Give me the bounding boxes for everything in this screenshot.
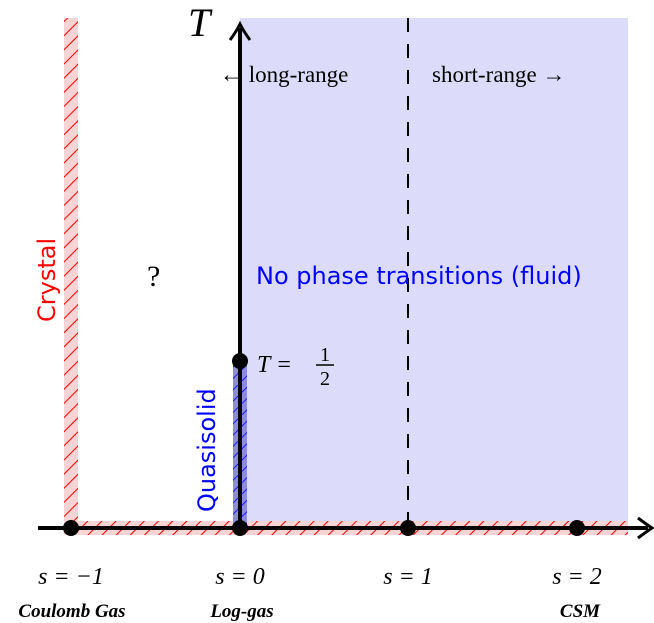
crystal-label: Crystal [33, 238, 61, 322]
tick-label-s-1: s = 1 [383, 564, 433, 590]
short-range-label: short-range → [432, 62, 566, 87]
tick-label-s-2: s = 2 [552, 564, 602, 590]
t-half-denominator: 2 [320, 368, 330, 390]
t-half-point [232, 353, 248, 369]
t-axis-label: T [188, 0, 213, 45]
tick-point-s-0 [232, 520, 248, 536]
model-coulomb-gas: Coulomb Gas [18, 601, 125, 622]
model-log-gas: Log-gas [209, 601, 273, 622]
unknown-region-label: ? [147, 260, 160, 293]
fluid-label: No phase transitions (fluid) [256, 262, 582, 290]
model-csm: CSM [560, 601, 601, 622]
tick-point-s-1 [400, 520, 416, 536]
tick-point-s-minus-1 [63, 520, 79, 536]
long-range-label: ← long-range [220, 62, 348, 87]
t-half-prefix: T = [257, 352, 292, 378]
t-half-numerator: 1 [320, 344, 330, 366]
tick-label-s-0: s = 0 [215, 564, 265, 590]
tick-label-s-minus-1: s = −1 [38, 564, 104, 590]
crystal-hatch-vertical [64, 18, 78, 528]
tick-point-s-2 [569, 520, 585, 536]
quasisolid-label: Quasisolid [193, 388, 221, 512]
